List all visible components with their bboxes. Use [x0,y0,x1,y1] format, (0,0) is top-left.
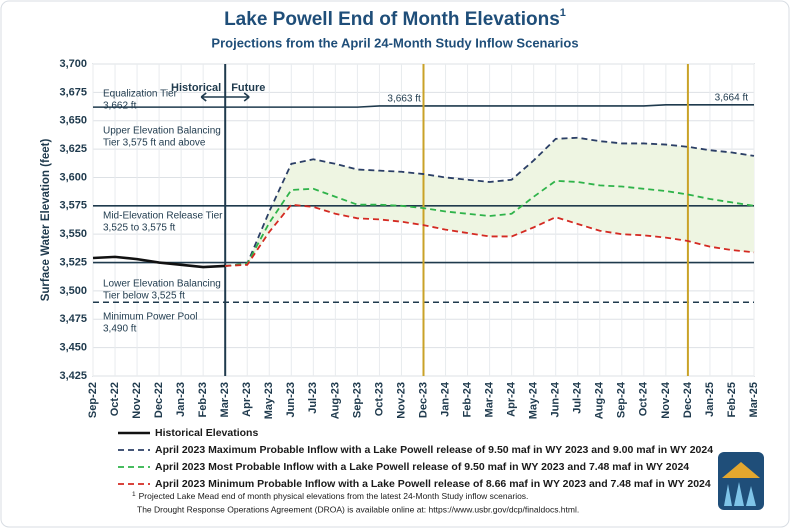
footnote-mark: 1 [560,7,566,19]
series-line [92,255,226,269]
x-tick-label: Sep-23 [351,382,363,418]
equalization-label: 3,663 ft [387,94,421,105]
series-line [225,179,755,267]
y-tick-label: 3,475 [59,313,87,325]
arrow [200,92,250,102]
x-tick-label: Dec-23 [417,382,429,418]
x-tick-label: Aug-23 [329,382,341,419]
title-text: Lake Powell End of Month Elevations [224,9,560,30]
x-tick-label: Feb-24 [461,381,473,417]
x-tick-label: Jan-25 [704,382,716,417]
x-tick-label: Apr-23 [241,382,253,417]
y-tick-label: 3,600 [59,171,87,183]
future-label: Future [231,82,265,94]
y-tick-label: 3,575 [59,200,87,212]
x-tick-label: May-24 [528,381,540,419]
x-tick-label: Jan-24 [439,381,451,417]
zone-label: Tier 3,575 ft and above [103,138,206,149]
zone-label: Lower Elevation Balancing [103,279,221,290]
x-tick-label: Dec-22 [153,382,165,418]
x-tick-label: Jul-23 [307,382,319,414]
x-tick-label: Nov-24 [660,381,672,419]
x-tick-label: Aug-24 [594,381,606,419]
footnote-text: Projected Lake Mead end of month physica… [139,491,529,501]
y-tick-label: 3,550 [59,228,87,240]
historical-label: Historical [171,82,221,94]
x-tick-label: Jan-23 [175,382,187,417]
probable-range-band [225,137,754,266]
equalization-label: 3,664 ft [715,92,749,103]
y-tick-label: 3,625 [59,143,87,155]
x-tick-label: Oct-23 [373,382,385,416]
legend-label: Historical Elevations [155,427,258,439]
x-tick-label: Jun-23 [285,382,297,417]
logo [718,452,764,510]
x-tick-label: Mar-24 [484,381,496,417]
x-tick-label: Jul-24 [572,381,584,414]
x-tick-label: Mar-25 [748,382,760,417]
y-tick-label: 3,525 [59,256,87,268]
legend-label: April 2023 Minimum Probable Inflow with … [155,478,711,490]
x-tick-label: Oct-22 [109,382,121,416]
zone-label: Equalization Tier [103,89,178,100]
footnote: 1 Projected Lake Mead end of month physic… [132,491,528,502]
chart-title: Lake Powell End of Month Elevations1 [224,7,566,30]
zone-label: 3,490 ft [103,324,137,335]
legend-label: April 2023 Maximum Probable Inflow with … [155,444,713,456]
y-tick-label: 3,675 [59,86,87,98]
footnote: The Drought Response Operations Agreemen… [137,504,579,514]
x-tick-label: Oct-24 [638,381,650,416]
y-axis-label: Surface Water Elevation (feet) [40,139,52,302]
legend-label: April 2023 Most Probable Inflow with a L… [155,461,689,473]
zone-label: 3,525 to 3,575 ft [103,223,176,234]
chart-subtitle: Projections from the April 24-Month Stud… [211,35,578,50]
zone-label: Tier below 3,525 ft [103,291,185,302]
x-tick-label: Apr-24 [506,381,518,417]
y-tick-label: 3,425 [59,370,87,382]
y-tick-label: 3,450 [59,342,87,354]
y-tick-label: 3,500 [59,285,87,297]
x-tick-label: Sep-24 [616,381,628,418]
x-tick-label: May-23 [263,382,275,419]
x-tick-label: Nov-22 [131,382,143,419]
zone-label: Minimum Power Pool [103,312,197,323]
x-tick-label: Nov-23 [395,382,407,419]
zone-label: 3,662 ft [103,101,137,112]
x-tick-label: Feb-23 [197,382,209,417]
x-tick-label: Mar-23 [219,382,231,417]
footnote-mark: 1 [132,491,136,498]
series-line [225,136,755,267]
x-tick-label: Sep-22 [87,382,99,418]
x-tick-label: Feb-25 [726,382,738,417]
zone-label: Mid-Elevation Release Tier [103,211,223,222]
x-tick-label: Dec-24 [682,381,694,418]
zone-label: Upper Elevation Balancing [103,126,221,137]
y-tick-label: 3,700 [59,58,87,70]
series-line [225,203,755,267]
y-tick-label: 3,650 [59,115,87,127]
x-tick-label: Jun-24 [550,381,562,417]
